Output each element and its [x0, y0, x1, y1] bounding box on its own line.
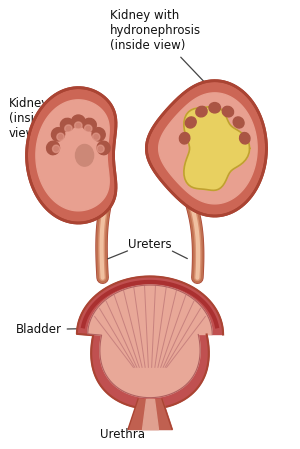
- Ellipse shape: [52, 145, 60, 153]
- Ellipse shape: [75, 122, 82, 129]
- Ellipse shape: [57, 133, 64, 141]
- Polygon shape: [36, 100, 109, 211]
- Ellipse shape: [209, 102, 220, 113]
- Ellipse shape: [60, 119, 74, 132]
- Ellipse shape: [92, 128, 105, 141]
- Ellipse shape: [97, 141, 110, 155]
- Ellipse shape: [92, 133, 100, 141]
- Text: Bladder: Bladder: [16, 323, 90, 336]
- Ellipse shape: [83, 119, 96, 132]
- Polygon shape: [88, 285, 212, 398]
- Polygon shape: [27, 88, 116, 223]
- Text: Urine: Urine: [185, 142, 217, 155]
- Ellipse shape: [52, 128, 64, 141]
- Text: Urethra: Urethra: [100, 418, 152, 440]
- Text: Ureters: Ureters: [128, 238, 172, 251]
- Text: Kidney
(inside
view): Kidney (inside view): [9, 97, 60, 140]
- Ellipse shape: [85, 125, 92, 132]
- Ellipse shape: [222, 106, 234, 117]
- Polygon shape: [146, 81, 266, 216]
- Ellipse shape: [233, 117, 244, 128]
- Ellipse shape: [196, 106, 207, 117]
- Ellipse shape: [97, 145, 104, 153]
- Polygon shape: [184, 106, 250, 190]
- Ellipse shape: [65, 125, 72, 132]
- Text: Kidney with
hydronephrosis
(inside view): Kidney with hydronephrosis (inside view): [110, 9, 208, 85]
- Ellipse shape: [185, 117, 196, 128]
- Ellipse shape: [72, 115, 85, 128]
- Ellipse shape: [179, 132, 190, 144]
- Ellipse shape: [240, 132, 250, 144]
- Ellipse shape: [46, 141, 60, 155]
- Polygon shape: [159, 93, 257, 204]
- Polygon shape: [77, 277, 223, 409]
- Ellipse shape: [76, 145, 94, 166]
